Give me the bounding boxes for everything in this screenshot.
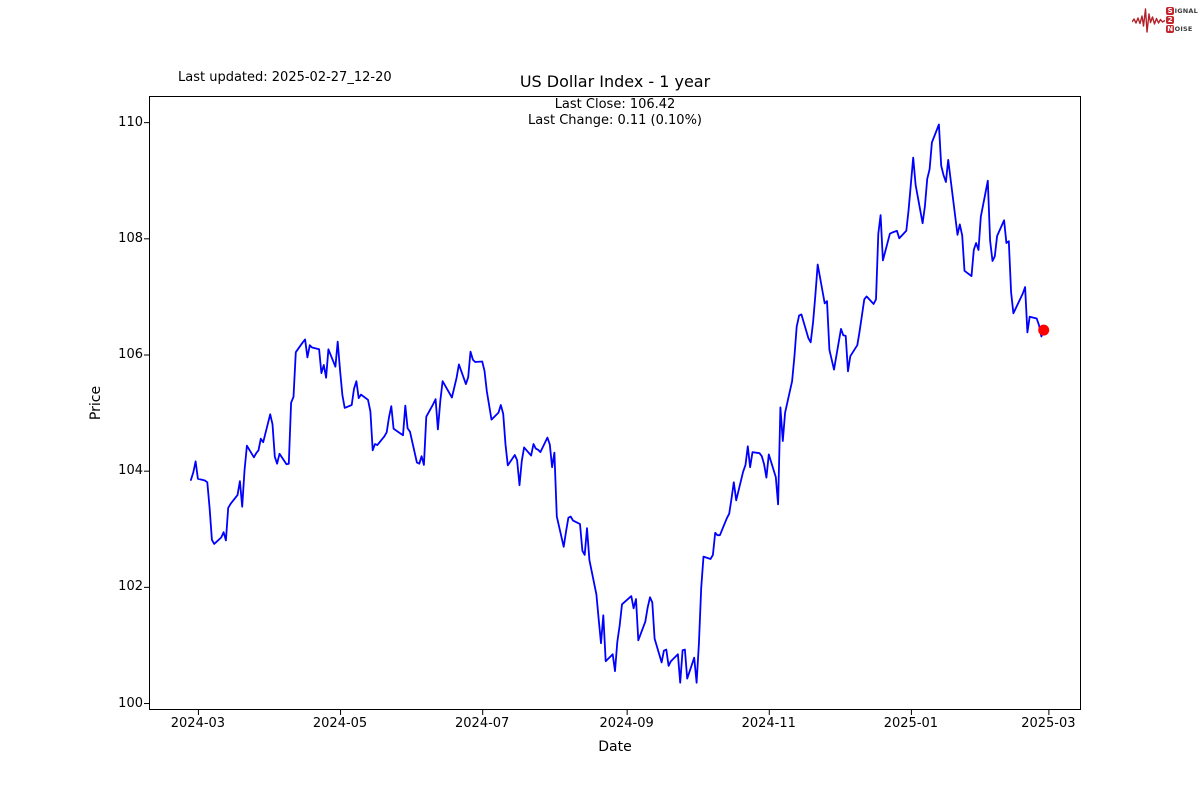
x-tick-label: 2024-07 [455,716,510,731]
last-change-text: Last Change: 0.11 (0.10%) [527,112,702,128]
x-axis-label: Date [598,739,632,755]
y-tick-label: 104 [118,463,143,479]
x-tick-label: 2024-11 [741,716,796,731]
y-tick-label: 110 [118,114,143,130]
signal2noise-logo: S IGNAL 2 N OISE [1132,5,1198,35]
x-tick-label: 2025-03 [1021,716,1076,731]
x-tick-label: 2025-01 [883,716,939,731]
axis-tick-marks [144,122,1050,715]
logo-letter-2-icon: 2 [1166,16,1175,24]
x-tick-label: 2024-05 [312,716,368,731]
logo-text-oise: OISE [1174,25,1193,33]
y-tick-label: 108 [118,230,143,246]
last-updated-text: Last updated: 2025-02-27_12-20 [178,70,392,85]
y-tick-label: 100 [118,695,143,711]
y-tick-label: 102 [118,579,143,595]
logo-letter-s-icon: S [1166,7,1175,15]
y-axis-label: Price [88,385,104,421]
chart-annotation: Last Close: 106.42 Last Change: 0.11 (0.… [315,97,915,128]
x-tick-label: 2024-09 [599,716,654,731]
last-close-dot [1038,324,1050,336]
logo-row-2: 2 [1166,16,1198,24]
logo-text-ignal: IGNAL [1174,7,1198,15]
logo-letter-n-icon: N [1166,25,1175,33]
x-tick-label: 2024-03 [170,716,226,731]
y-tick-label: 106 [118,346,143,362]
price-line [189,123,1045,684]
logo-row-noise: N OISE [1166,25,1198,33]
page-title: US Dollar Index - 1 year [519,72,711,91]
logo-text: S IGNAL 2 N OISE [1166,7,1198,33]
last-close-text: Last Close: 106.42 [554,97,676,112]
plot-border [149,96,1081,710]
heartbeat-waveform-icon [1132,8,1166,33]
logo-row-signal: S IGNAL [1166,7,1198,15]
